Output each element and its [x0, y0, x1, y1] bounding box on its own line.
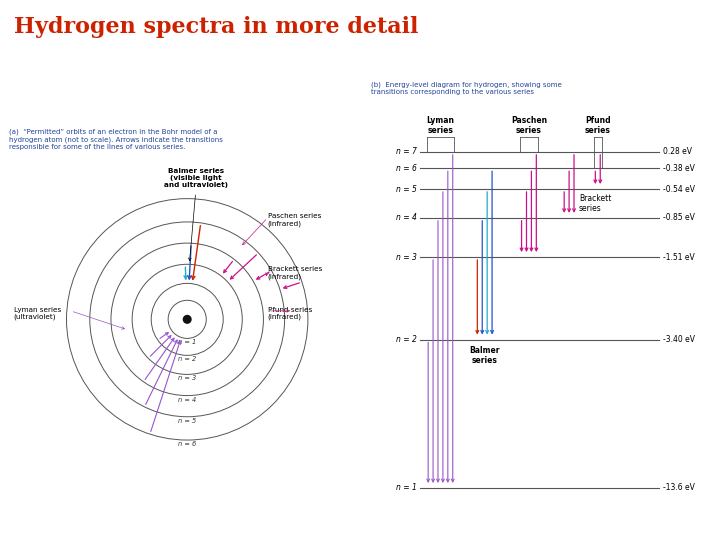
Circle shape: [184, 315, 191, 323]
Text: n = 2: n = 2: [178, 356, 197, 362]
Text: Balmer series
(visible light
and ultraviolet): Balmer series (visible light and ultravi…: [163, 168, 228, 188]
Text: (a)  “Permitted” orbits of an electron in the Bohr model of a
hydrogen atom (not: (a) “Permitted” orbits of an electron in…: [9, 129, 223, 150]
Text: 0.28 eV: 0.28 eV: [662, 147, 691, 157]
Text: Brackett
series: Brackett series: [579, 194, 611, 213]
Text: -13.6 eV: -13.6 eV: [662, 483, 694, 492]
Text: Pfund series
(infrared): Pfund series (infrared): [268, 307, 312, 320]
Text: n = 4: n = 4: [396, 213, 417, 222]
Text: n = 6: n = 6: [178, 441, 197, 447]
Text: -3.40 eV: -3.40 eV: [662, 335, 695, 344]
Text: Lyman series
(ultraviolet): Lyman series (ultraviolet): [14, 307, 60, 320]
Text: Paschen
series: Paschen series: [511, 116, 547, 136]
Text: n = 1: n = 1: [178, 340, 197, 346]
Text: n = 5: n = 5: [396, 185, 417, 193]
Text: (b)  Energy-level diagram for hydrogen, showing some
transitions corresponding t: (b) Energy-level diagram for hydrogen, s…: [371, 82, 562, 95]
Text: -0.54 eV: -0.54 eV: [662, 185, 695, 193]
Text: n = 5: n = 5: [178, 418, 197, 424]
Text: Hydrogen spectra in more detail: Hydrogen spectra in more detail: [14, 16, 419, 38]
Text: n = 6: n = 6: [396, 164, 417, 173]
Text: n = 3: n = 3: [178, 375, 197, 381]
Text: Paschen series
(infrared): Paschen series (infrared): [268, 213, 321, 227]
Text: Brackett series
(infrared): Brackett series (infrared): [268, 266, 322, 280]
Text: n = 2: n = 2: [396, 335, 417, 344]
Text: n = 4: n = 4: [178, 397, 197, 403]
Text: n = 7: n = 7: [396, 147, 417, 157]
Text: Balmer
series: Balmer series: [469, 346, 500, 365]
Text: n = 3: n = 3: [396, 253, 417, 261]
Text: -0.85 eV: -0.85 eV: [662, 213, 694, 222]
Text: n = 1: n = 1: [396, 483, 417, 492]
Text: -0.38 eV: -0.38 eV: [662, 164, 694, 173]
Text: -1.51 eV: -1.51 eV: [662, 253, 694, 261]
Text: Pfund
series: Pfund series: [585, 116, 611, 136]
Text: Lyman
series: Lyman series: [426, 116, 454, 136]
